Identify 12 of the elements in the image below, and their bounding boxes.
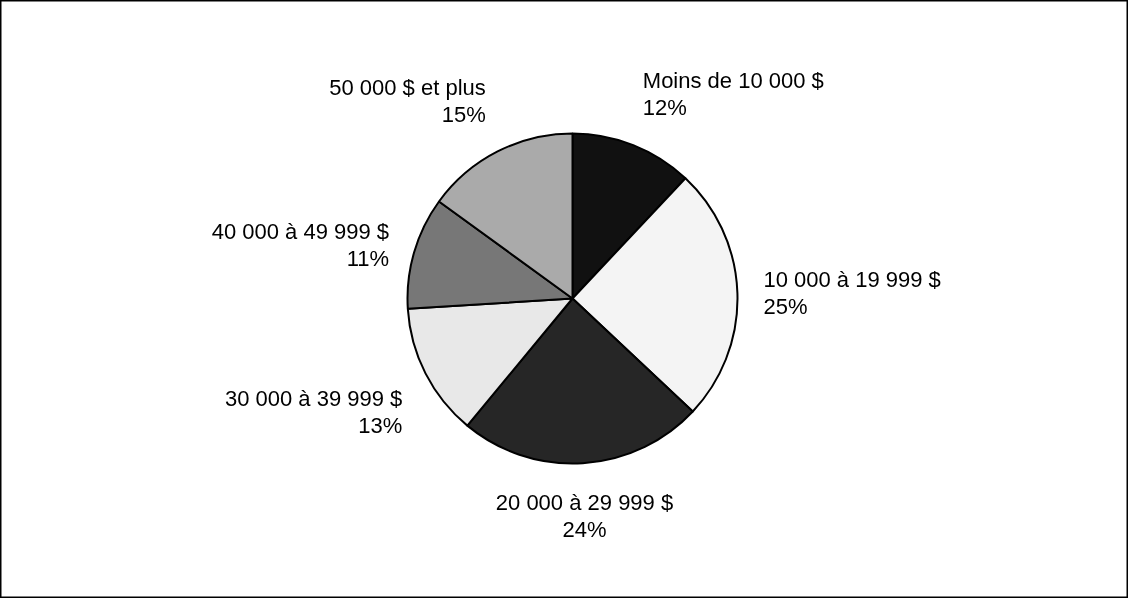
data-label: 15% [441, 102, 486, 128]
data-label: 25% [763, 293, 808, 319]
data-label: 24% [562, 517, 607, 543]
data-label: 12% [642, 94, 687, 120]
slice-label: 40 000 à 49 999 $ [211, 219, 390, 245]
slice-label: 50 000 $ et plus [329, 75, 486, 101]
slice-label: Moins de 10 000 $ [642, 67, 824, 93]
slice-label: 10 000 à 19 999 $ [763, 266, 941, 292]
slice-label: 20 000 à 29 999 $ [495, 490, 674, 516]
data-label: 11% [346, 246, 390, 272]
data-label: 13% [358, 413, 403, 439]
slice-label: 30 000 à 39 999 $ [224, 386, 403, 412]
